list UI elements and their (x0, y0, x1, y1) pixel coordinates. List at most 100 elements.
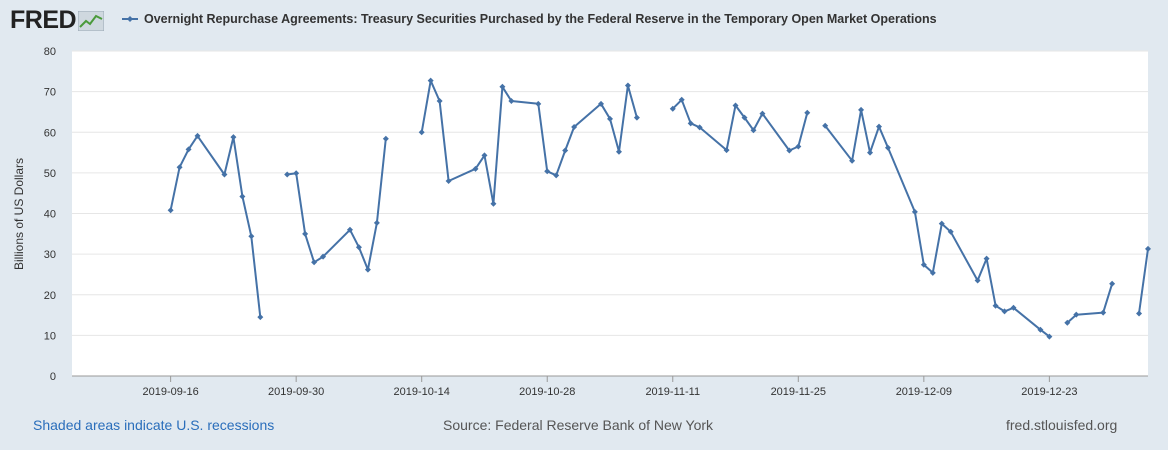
chart-legend: Overnight Repurchase Agreements: Treasur… (122, 12, 937, 26)
data-point[interactable] (795, 143, 802, 150)
recession-note-link[interactable]: Shaded areas indicate U.S. recessions (33, 417, 275, 433)
y-tick-label: 30 (44, 249, 56, 261)
site-link[interactable]: fred.stlouisfed.org (1006, 417, 1118, 433)
data-point[interactable] (876, 123, 882, 130)
x-tick-label: 2019-11-11 (645, 386, 700, 398)
data-point[interactable] (929, 269, 936, 276)
x-tick-label: 2019-09-16 (142, 386, 198, 398)
x-tick-label: 2019-12-09 (896, 386, 952, 398)
data-point[interactable] (418, 129, 425, 136)
data-point[interactable] (284, 171, 291, 178)
data-point[interactable] (239, 193, 246, 200)
data-point[interactable] (185, 146, 192, 153)
data-point[interactable] (382, 135, 389, 142)
data-point[interactable] (571, 123, 578, 130)
data-point[interactable] (311, 259, 318, 266)
data-point[interactable] (822, 122, 829, 129)
x-axis-ticks: 2019-09-16 2019-09-30 2019-10-14 2019-10-28… (142, 376, 1078, 398)
data-point[interactable] (687, 120, 694, 127)
data-point[interactable] (436, 97, 443, 104)
data-point[interactable] (750, 127, 757, 134)
data-point[interactable] (598, 100, 605, 107)
data-point[interactable] (624, 82, 631, 89)
data-point[interactable] (490, 200, 497, 207)
data-point[interactable] (615, 148, 622, 155)
data-point[interactable] (221, 171, 228, 178)
data-point[interactable] (786, 147, 793, 154)
data-point[interactable] (1073, 311, 1080, 318)
x-tick-label: 2019-12-23 (1021, 386, 1077, 398)
data-point[interactable] (1001, 308, 1008, 315)
data-point[interactable] (1145, 245, 1151, 252)
data-point[interactable] (302, 230, 309, 237)
series-line (287, 138, 387, 271)
data-point[interactable] (867, 149, 874, 156)
data-point[interactable] (669, 105, 676, 112)
y-tick-label: 10 (44, 330, 56, 342)
data-point[interactable] (974, 277, 981, 284)
data-point[interactable] (1010, 304, 1017, 311)
series-line (1138, 248, 1149, 314)
data-point[interactable] (947, 228, 954, 235)
y-tick-label: 50 (44, 168, 56, 180)
series-line (1066, 283, 1114, 324)
data-point[interactable] (607, 115, 613, 122)
data-point[interactable] (176, 164, 183, 171)
data-point[interactable] (1046, 333, 1053, 340)
data-point[interactable] (553, 172, 560, 179)
data-point[interactable] (678, 96, 685, 103)
data-point[interactable] (633, 114, 640, 121)
data-point[interactable] (1064, 319, 1071, 326)
data-point[interactable] (355, 244, 362, 251)
data-point[interactable] (723, 147, 730, 154)
data-point[interactable] (445, 178, 452, 184)
y-tick-label: 60 (44, 127, 56, 139)
data-point[interactable] (1109, 280, 1116, 287)
data-point[interactable] (499, 83, 506, 90)
data-point[interactable] (293, 170, 300, 177)
data-point[interactable] (346, 226, 353, 233)
data-point[interactable] (562, 147, 569, 154)
data-point[interactable] (364, 266, 371, 273)
logo-graph-icon (78, 10, 105, 31)
fred-logo[interactable]: FRED (10, 6, 105, 35)
data-point[interactable] (804, 109, 811, 116)
y-tick-label: 40 (44, 209, 56, 221)
y-axis-ticks: 0 10 20 30 40 50 60 70 80 (44, 46, 56, 383)
data-point[interactable] (696, 124, 703, 131)
data-point[interactable] (1136, 310, 1143, 317)
data-point[interactable] (427, 77, 434, 84)
data-point[interactable] (544, 168, 551, 175)
x-tick-label: 2019-09-30 (268, 386, 324, 398)
y-tick-label: 0 (50, 371, 56, 383)
data-point[interactable] (992, 302, 999, 309)
data-point[interactable] (194, 132, 201, 139)
series-points (167, 77, 1151, 340)
data-point[interactable] (167, 207, 174, 214)
data-point[interactable] (938, 220, 945, 227)
data-point[interactable] (230, 134, 237, 141)
data-point[interactable] (983, 255, 990, 262)
data-point[interactable] (535, 100, 542, 107)
data-point[interactable] (732, 102, 739, 109)
logo-text: FRED (10, 6, 77, 34)
data-point[interactable] (920, 261, 927, 268)
data-point[interactable] (508, 97, 515, 104)
data-point[interactable] (481, 152, 488, 159)
data-point[interactable] (257, 314, 264, 321)
data-point[interactable] (849, 157, 856, 164)
data-point[interactable] (884, 144, 891, 151)
data-point[interactable] (373, 219, 380, 226)
data-point[interactable] (911, 208, 918, 215)
data-point[interactable] (759, 110, 766, 117)
x-tick-label: 2019-11-25 (771, 386, 826, 398)
data-point[interactable] (858, 106, 865, 113)
data-point[interactable] (1100, 309, 1107, 316)
data-point[interactable] (1037, 326, 1044, 333)
data-point[interactable] (248, 233, 255, 240)
data-point[interactable] (741, 114, 748, 121)
source-text: Source: Federal Reserve Bank of New York (443, 417, 714, 433)
data-point[interactable] (472, 165, 479, 172)
data-point[interactable] (320, 253, 327, 260)
